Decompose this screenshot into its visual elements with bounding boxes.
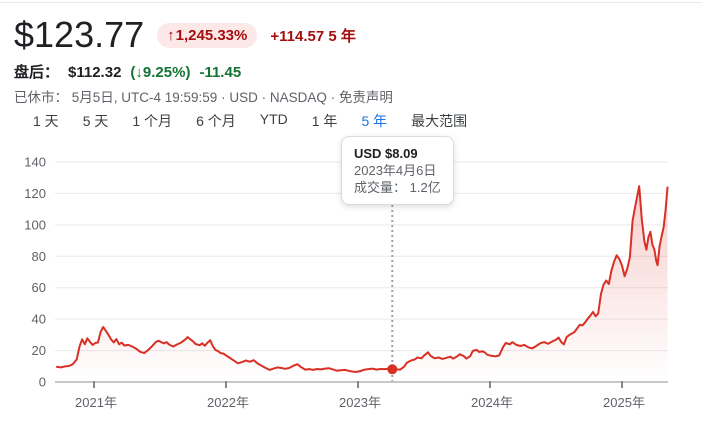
y-axis-label: 40 (32, 312, 46, 327)
top-divider (0, 2, 702, 3)
change-absolute-period: +114.57 5 年 (270, 27, 356, 45)
tooltip-volume-value: 1.2亿 (409, 180, 441, 195)
tooltip-volume: 成交量： 1.2亿 (354, 179, 441, 196)
x-axis-label: 2021年 (75, 395, 117, 410)
marker-dot (387, 364, 398, 375)
x-axis-labels: 2021年 2022年 2023年 2024年 2025年 (75, 395, 645, 410)
tooltip-price: USD $8.09 (354, 146, 418, 161)
change-percent-badge: ↑ 1,245.33% (157, 22, 258, 48)
x-axis-label: 2022年 (207, 395, 249, 410)
market-status-row: 已休市： 5月5日, UTC-4 19:59:59 · USD · NASDAQ… (14, 86, 393, 106)
tab-6m[interactable]: 6 个月 (196, 113, 236, 129)
x-axis-ticks (93, 381, 623, 388)
y-axis-label: 80 (32, 249, 46, 264)
after-hours-row: 盘后： $112.32 (↓9.25%) -11.45 (14, 61, 241, 82)
y-axis-label: 60 (32, 280, 46, 295)
after-hours-price: $112.32 (68, 64, 122, 81)
x-axis-label: 2023年 (339, 395, 381, 410)
after-hours-absolute: -11.45 (199, 64, 242, 81)
after-hours-label: 盘后： (14, 64, 60, 81)
y-axis-label: 0 (39, 375, 46, 390)
tab-max[interactable]: 最大范围 (411, 113, 468, 129)
y-axis-label: 140 (24, 155, 46, 170)
tooltip-volume-label: 成交量： (354, 180, 407, 195)
price-area (57, 186, 668, 382)
x-axis-label: 2025年 (603, 395, 645, 410)
y-axis-label: 20 (32, 343, 46, 358)
market-status-text: 已休市： 5月5日, UTC-4 19:59:59 · USD · NASDAQ… (14, 90, 336, 105)
current-price: $123.77 (14, 14, 145, 55)
tooltip-date: 2023年4月6日 (354, 163, 437, 178)
price-header: $123.77 ↑ 1,245.33% +114.57 5 年 (14, 14, 356, 56)
tab-1y[interactable]: 1 年 (311, 113, 338, 129)
after-hours-percent: (↓9.25%) (130, 64, 191, 81)
tab-ytd[interactable]: YTD (259, 111, 288, 127)
disclaimer-link[interactable]: 免责声明 (338, 90, 393, 105)
tab-1d[interactable]: 1 天 (33, 113, 59, 129)
change-percent: 1,245.33% (175, 26, 248, 44)
tab-5d[interactable]: 5 天 (82, 113, 109, 129)
y-axis-labels: 140 120 100 80 60 40 20 0 (24, 155, 46, 390)
chart-tooltip: USD $8.09 2023年4月6日 成交量： 1.2亿 (341, 136, 454, 205)
x-axis-label: 2024年 (471, 395, 513, 410)
tab-1m[interactable]: 1 个月 (132, 113, 173, 129)
gridlines (55, 161, 668, 352)
up-arrow-icon: ↑ (167, 26, 175, 44)
price-line (56, 185, 669, 373)
y-axis-label: 100 (24, 217, 46, 232)
y-axis-label: 120 (24, 186, 46, 201)
